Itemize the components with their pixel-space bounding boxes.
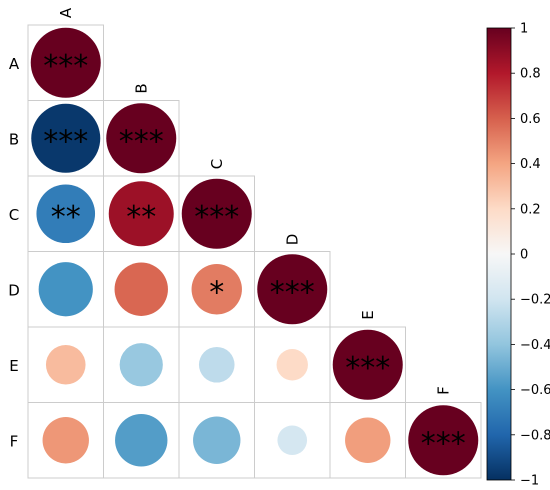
colorbar-tick-label: 0.6: [520, 112, 541, 127]
significance-C-B: **: [126, 200, 156, 235]
column-labels: A B C D E F: [57, 7, 453, 395]
correlation-cells: [27, 24, 482, 479]
column-label-E: E: [359, 310, 377, 319]
circle-C-B: [108, 181, 174, 247]
row-label-C: C: [9, 206, 19, 224]
colorbar-tick-label: 0.2: [520, 202, 541, 217]
significance-marks: ****** ***** ** **** *********: [43, 49, 466, 462]
column-label-B: B: [132, 83, 150, 93]
significance-D-D: ***: [270, 275, 315, 310]
column-label-A: A: [57, 7, 75, 18]
circle-F-D: [277, 425, 308, 456]
significance-B-B: ***: [119, 124, 164, 159]
column-label-C: C: [208, 159, 226, 169]
column-label-F: F: [434, 386, 452, 395]
circle-F-B: [115, 414, 168, 467]
significance-C-A: **: [51, 200, 81, 235]
circle-E-C: [198, 346, 235, 383]
colorbar: 1 0.8 0.6 0.4 0.2 0 −0.2 −0.4 −0.6 −0.8 −1: [486, 22, 550, 489]
circle-E-B: [119, 343, 163, 387]
circle-E-E: [332, 329, 403, 400]
colorbar-tick-label: −0.6: [520, 383, 550, 398]
circle-D-B: [114, 262, 168, 316]
row-label-E: E: [9, 357, 18, 375]
circle-F-E: [345, 417, 391, 463]
significance-E-E: ***: [345, 351, 390, 386]
row-label-D: D: [8, 281, 20, 299]
colorbar-tick-label: 0: [520, 248, 528, 263]
column-label-D: D: [283, 234, 301, 246]
significance-C-C: ***: [194, 200, 239, 235]
cell-F-F: [405, 402, 482, 479]
colorbar-tick-label: −0.8: [520, 428, 550, 443]
colorbar-tick-label: 0.4: [520, 157, 541, 172]
significance-F-F: ***: [421, 426, 466, 461]
circle-F-C: [193, 416, 241, 464]
circle-A-A: [30, 27, 101, 98]
row-label-B: B: [9, 130, 19, 148]
circle-B-A: [31, 103, 101, 173]
circle-B-B: [106, 103, 177, 174]
colorbar-tick-label: −0.2: [520, 293, 550, 308]
significance-B-A: ***: [43, 124, 88, 159]
circle-D-D: [257, 254, 328, 325]
colorbar-tick-label: −0.4: [520, 338, 550, 353]
circle-C-A: [36, 184, 96, 244]
circle-E-A: [45, 344, 86, 385]
correlation-circles: [30, 27, 479, 476]
colorbar-gradient: [486, 27, 512, 481]
significance-A-A: ***: [43, 49, 88, 84]
circle-E-D: [276, 349, 308, 381]
row-label-A: A: [9, 55, 20, 73]
circle-F-A: [42, 417, 89, 464]
colorbar-tick-label: −1: [520, 474, 539, 489]
circle-D-C: [191, 264, 242, 315]
colorbar-tick-label: 0.8: [520, 67, 541, 82]
significance-D-C: *: [209, 275, 224, 310]
row-label-F: F: [10, 432, 19, 450]
circle-F-F: [408, 405, 479, 476]
circle-D-A: [38, 262, 93, 317]
colorbar-tick-label: 1: [520, 22, 528, 37]
circle-C-C: [181, 178, 252, 249]
row-labels: A B C D E F: [8, 55, 20, 451]
